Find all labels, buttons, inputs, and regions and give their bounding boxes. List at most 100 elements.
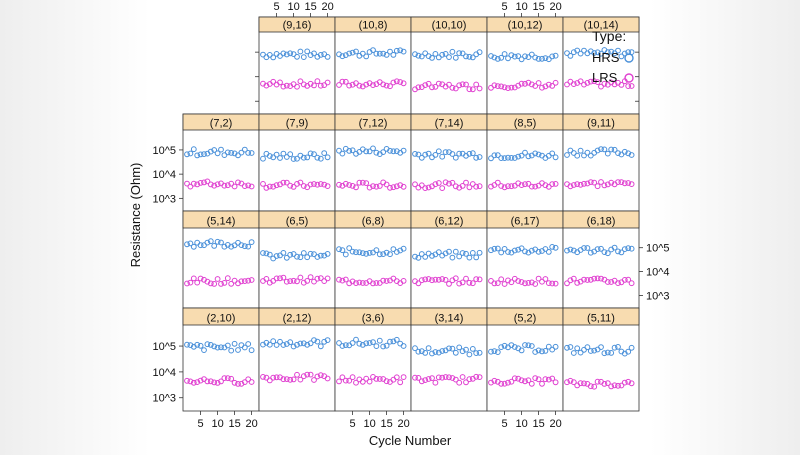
lrs-point (422, 185, 429, 192)
lrs-point (518, 80, 525, 87)
lrs-point (604, 380, 611, 387)
hrs-point (618, 249, 625, 256)
lrs-point (570, 182, 577, 188)
hrs-point (207, 342, 214, 348)
hrs-point (393, 249, 400, 255)
lrs-point (435, 180, 442, 186)
hrs-point (628, 344, 635, 351)
lrs-point (307, 274, 314, 281)
hrs-point (608, 48, 615, 55)
hrs-point (476, 49, 483, 56)
hrs-point (235, 347, 241, 353)
lrs-point (324, 79, 331, 86)
hrs-point (307, 250, 314, 257)
x-tick-label: 5 (502, 1, 508, 13)
hrs-point (336, 340, 342, 346)
hrs-point (204, 239, 211, 246)
panel-label: (7,14) (435, 118, 464, 130)
x-tick-label: 15 (532, 418, 544, 430)
lrs-point (442, 374, 449, 380)
hrs-point (469, 54, 476, 61)
hrs-point (387, 338, 393, 345)
x-tick-label: 20 (549, 1, 561, 13)
hrs-point (459, 348, 466, 355)
hrs-point (615, 248, 621, 255)
panel-label: (6,8) (362, 216, 385, 228)
lrs-point (311, 82, 317, 89)
lrs-point (518, 279, 525, 285)
lrs-point (224, 182, 231, 189)
lrs-point (488, 183, 494, 190)
hrs-point (452, 349, 459, 356)
lrs-point (224, 375, 231, 382)
hrs-point (549, 244, 556, 250)
hrs-point (245, 150, 252, 156)
hrs-point (469, 250, 476, 256)
lrs-point (429, 277, 435, 284)
lrs-point (307, 371, 314, 378)
lrs-point (611, 382, 618, 389)
lrs-point (425, 184, 432, 191)
lrs-point (270, 183, 277, 190)
hrs-point (207, 148, 214, 155)
lrs-point (515, 278, 522, 284)
hrs-point (446, 345, 452, 352)
lrs-point (618, 382, 625, 389)
lrs-point (415, 375, 422, 381)
hrs-point (273, 342, 280, 348)
hrs-point (373, 149, 380, 156)
hrs-point (290, 156, 297, 162)
x-tick-label: 10 (515, 1, 527, 13)
x-tick-label: 15 (228, 418, 240, 430)
panel-label: (5,2) (514, 313, 537, 325)
hrs-point (214, 238, 221, 245)
panel-label: (10,10) (432, 20, 467, 32)
hrs-point (356, 340, 363, 347)
hrs-point (515, 153, 522, 160)
lrs-point (532, 281, 539, 287)
hrs-point (218, 344, 224, 351)
hrs-point (342, 342, 349, 349)
hrs-point (422, 151, 429, 158)
lrs-point (587, 179, 594, 186)
hrs-point (498, 54, 505, 61)
hrs-point (266, 251, 273, 258)
lrs-point (498, 83, 505, 90)
hrs-point (429, 350, 435, 357)
lrs-point (552, 79, 559, 86)
hrs-point (621, 148, 628, 155)
panel-label: (9,16) (283, 20, 312, 32)
hrs-point (449, 151, 456, 157)
lrs-point (211, 182, 218, 189)
lrs-point (625, 378, 632, 385)
lrs-point (429, 375, 435, 382)
lrs-point (522, 378, 528, 385)
lrs-point (498, 380, 505, 387)
hrs-point (446, 248, 452, 255)
lrs-point (218, 378, 224, 385)
hrs-point (628, 152, 635, 158)
lrs-point (184, 280, 190, 287)
hrs-point (260, 250, 266, 256)
hrs-point (491, 245, 498, 252)
hrs-point (342, 251, 349, 258)
hrs-point (542, 246, 549, 252)
hrs-point (363, 148, 370, 155)
lrs-point (260, 181, 266, 187)
hrs-point (349, 49, 356, 56)
hrs-point (498, 344, 505, 351)
lrs-point (564, 81, 570, 88)
lrs-point (370, 183, 376, 190)
lrs-point (422, 82, 429, 88)
lrs-point (187, 279, 194, 286)
hrs-point (598, 50, 604, 57)
hrs-point (574, 345, 581, 352)
lrs-point (336, 82, 342, 88)
panel-label: (7,12) (359, 118, 388, 130)
lrs-point (304, 278, 311, 284)
panel-frame (410, 16, 488, 115)
hrs-point (397, 47, 404, 54)
hrs-point (283, 154, 290, 160)
lrs-point (287, 182, 294, 189)
hrs-point (435, 349, 442, 356)
